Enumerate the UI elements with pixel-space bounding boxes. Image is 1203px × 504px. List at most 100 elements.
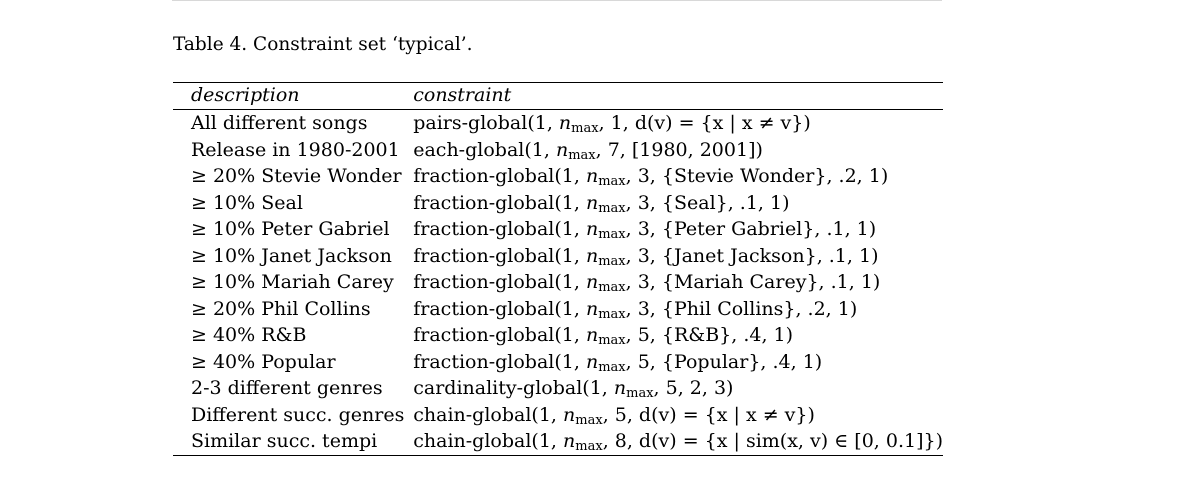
constraint-args: , 5, {Popular}, .4, 1) xyxy=(625,350,823,373)
table-row: ≥ 10% Mariah Carey fraction-global(1, nma… xyxy=(173,269,943,296)
n-variable: n xyxy=(585,271,599,293)
row-constraint: fraction-global(1, nmax, 3, {Mariah Care… xyxy=(413,269,943,296)
row-description: ≥ 10% Seal xyxy=(191,191,303,214)
constraint-function: fraction-global xyxy=(413,191,555,214)
n-variable: n xyxy=(563,403,576,426)
n-variable: n xyxy=(585,350,599,373)
header-constraint: constraint xyxy=(413,82,943,110)
n-variable: n xyxy=(613,377,627,399)
table-row: All different songs pairs-global(1, nmax,… xyxy=(173,110,943,137)
n-variable: n xyxy=(585,244,599,267)
n-variable: n xyxy=(555,138,569,161)
constraint-function: fraction-global xyxy=(413,324,555,346)
constraint-function: fraction-global xyxy=(413,218,555,240)
constraint-args: , 3, {Peter Gabriel}, .1, 1) xyxy=(625,218,877,240)
row-constraint: fraction-global(1, nmax, 5, {Popular}, .… xyxy=(413,349,943,376)
constraint-args-start: (1, xyxy=(527,112,559,134)
n-variable: n xyxy=(585,165,599,187)
constraint-args-start: (1, xyxy=(524,138,556,161)
row-description: ≥ 10% Janet Jackson xyxy=(191,244,392,267)
max-subscript: max xyxy=(598,200,626,216)
n-variable: n xyxy=(585,191,599,214)
constraint-args-start: (1, xyxy=(554,165,586,187)
table-row: Similar succ. tempi chain-global(1, nmax,… xyxy=(173,428,943,456)
constraint-function: chain-global xyxy=(413,430,532,452)
page-top-rule xyxy=(172,0,942,1)
constraint-args: , 8, d(v) = {x | sim(x, v) ∈ [0, 0.1]}) xyxy=(602,430,943,452)
row-description: ≥ 10% Mariah Carey xyxy=(191,271,394,293)
row-description: ≥ 40% R&B xyxy=(191,324,307,346)
constraint-args-start: (1, xyxy=(554,218,586,240)
constraint-args: , 5, d(v) = {x | x ≠ v}) xyxy=(602,403,815,426)
constraint-args-start: (1, xyxy=(554,297,586,320)
constraint-args-start: (1, xyxy=(531,403,564,426)
table-row: ≥ 10% Peter Gabriel fraction-global(1, nm… xyxy=(173,216,943,243)
constraint-args-start: (1, xyxy=(531,430,564,452)
row-description: Similar succ. tempi xyxy=(173,428,414,456)
constraint-function: each-global xyxy=(413,138,525,161)
max-subscript: max xyxy=(598,359,626,375)
max-subscript: max xyxy=(598,333,626,348)
row-constraint: fraction-global(1, nmax, 3, {Stevie Wond… xyxy=(413,163,943,190)
max-subscript: max xyxy=(626,386,654,401)
table-row: ≥ 20% Stevie Wonder fraction-global(1, nm… xyxy=(173,163,943,190)
n-variable: n xyxy=(585,218,599,240)
constraint-args-start: (1, xyxy=(554,324,586,346)
constraint-args: , 3, {Phil Collins}, .2, 1) xyxy=(625,297,858,320)
max-subscript: max xyxy=(568,147,596,163)
constraint-function: chain-global xyxy=(413,403,532,426)
row-constraint: fraction-global(1, nmax, 5, {R&B}, .4, 1… xyxy=(413,322,943,349)
table-row: ≥ 20% Phil Collins fraction-global(1, nma… xyxy=(173,296,943,323)
max-subscript: max xyxy=(598,306,626,322)
constraint-args-start: (1, xyxy=(554,244,586,267)
row-constraint: cardinality-global(1, nmax, 5, 2, 3) xyxy=(413,375,943,402)
row-constraint: fraction-global(1, nmax, 3, {Janet Jacks… xyxy=(413,243,943,270)
row-description: 2-3 different genres xyxy=(191,377,383,399)
header-description: description xyxy=(173,82,414,110)
max-subscript: max xyxy=(598,174,626,189)
constraint-args-start: (1, xyxy=(554,191,586,214)
max-subscript: max xyxy=(598,280,626,295)
table-row: ≥ 10% Janet Jackson fraction-global(1, nm… xyxy=(173,243,943,270)
constraint-function: fraction-global xyxy=(413,350,555,373)
constraint-function: fraction-global xyxy=(413,271,555,293)
table-row: Different succ. genres chain-global(1, nm… xyxy=(173,402,943,429)
constraint-args: , 7, [1980, 2001]) xyxy=(595,138,763,161)
constraint-args: , 5, {R&B}, .4, 1) xyxy=(625,324,794,346)
row-description: Different succ. genres xyxy=(191,403,405,426)
row-description: Release in 1980-2001 xyxy=(191,138,400,161)
constraint-args: , 3, {Mariah Carey}, .1, 1) xyxy=(625,271,881,293)
row-constraint: each-global(1, nmax, 7, [1980, 2001]) xyxy=(413,137,943,164)
row-constraint: chain-global(1, nmax, 5, d(v) = {x | x ≠… xyxy=(413,402,943,429)
max-subscript: max xyxy=(598,253,626,269)
row-description: ≥ 40% Popular xyxy=(191,350,336,373)
row-description: ≥ 10% Peter Gabriel xyxy=(191,218,390,240)
constraint-table: description constraint All different son… xyxy=(173,82,943,456)
row-constraint: chain-global(1, nmax, 8, d(v) = {x | sim… xyxy=(413,428,943,456)
constraint-function: fraction-global xyxy=(413,165,555,187)
constraint-args: , 5, 2, 3) xyxy=(653,377,734,399)
n-variable: n xyxy=(558,112,572,134)
table-caption: Table 4. Constraint set ‘typical’. xyxy=(173,34,473,55)
n-variable: n xyxy=(585,297,599,320)
table-row: 2-3 different genres cardinality-global(1… xyxy=(173,375,943,402)
table-row: ≥ 10% Seal fraction-global(1, nmax, 3, {S… xyxy=(173,190,943,217)
table-row: Release in 1980-2001 each-global(1, nmax,… xyxy=(173,137,943,164)
n-variable: n xyxy=(563,430,576,452)
max-subscript: max xyxy=(575,439,603,454)
constraint-args-start: (1, xyxy=(554,350,586,373)
table-row: ≥ 40% Popular fraction-global(1, nmax, 5,… xyxy=(173,349,943,376)
row-constraint: pairs-global(1, nmax, 1, d(v) = {x | x ≠… xyxy=(413,110,943,137)
table-header-row: description constraint xyxy=(173,82,943,110)
constraint-args: , 1, d(v) = {x | x ≠ v}) xyxy=(598,112,811,134)
row-description: ≥ 20% Stevie Wonder xyxy=(191,165,402,187)
constraint-args-start: (1, xyxy=(582,377,614,399)
row-constraint: fraction-global(1, nmax, 3, {Seal}, .1, … xyxy=(413,190,943,217)
table-row: ≥ 40% R&B fraction-global(1, nmax, 5, {R&… xyxy=(173,322,943,349)
row-description: All different songs xyxy=(191,112,368,134)
constraint-args-start: (1, xyxy=(554,271,586,293)
constraint-function: fraction-global xyxy=(413,244,555,267)
max-subscript: max xyxy=(575,412,603,428)
constraint-args: , 3, {Seal}, .1, 1) xyxy=(625,191,790,214)
row-constraint: fraction-global(1, nmax, 3, {Peter Gabri… xyxy=(413,216,943,243)
